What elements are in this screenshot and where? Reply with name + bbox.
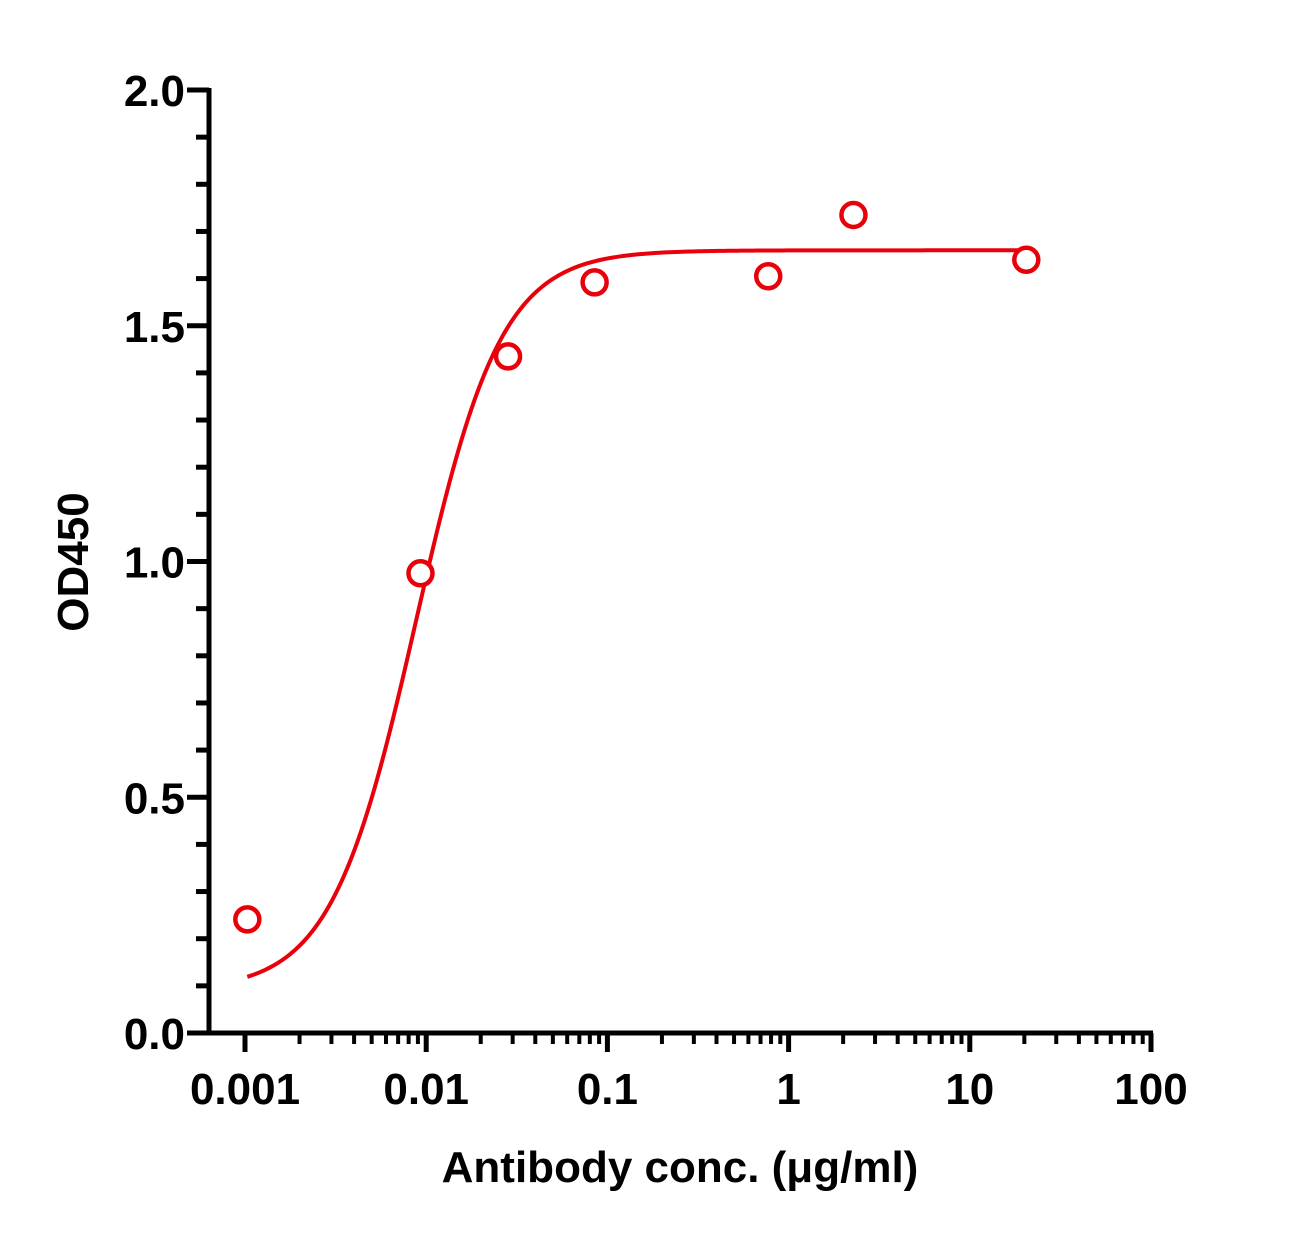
y-tick-label: 2.0 bbox=[124, 67, 185, 116]
data-points bbox=[233, 200, 1041, 934]
x-tick-label: 10 bbox=[945, 1065, 994, 1114]
fit-curve bbox=[246, 248, 1027, 979]
y-tick-label: 0.0 bbox=[124, 1010, 185, 1059]
x-axis: 0.001 0.01 0.1 1 10 100 bbox=[190, 1030, 1188, 1114]
x-tick-label: 0.001 bbox=[190, 1065, 300, 1114]
data-point bbox=[1012, 245, 1041, 274]
y-tick-label: 0.5 bbox=[124, 774, 185, 823]
data-point bbox=[493, 342, 523, 371]
x-axis-title: Antibody conc. (μg/ml) bbox=[442, 1143, 919, 1192]
y-axis: 0.0 0.5 1.0 1.5 2.0 bbox=[124, 67, 212, 1059]
y-tick-label: 1.5 bbox=[124, 303, 185, 352]
data-point bbox=[753, 261, 783, 291]
x-tick-label: 1 bbox=[776, 1065, 800, 1114]
x-tick-label: 0.01 bbox=[383, 1065, 469, 1114]
data-point bbox=[580, 268, 609, 297]
data-point bbox=[839, 200, 868, 230]
data-point bbox=[406, 559, 435, 588]
x-tick-label: 0.1 bbox=[577, 1065, 638, 1114]
plot-area bbox=[233, 200, 1041, 979]
x-tick-label: 100 bbox=[1114, 1065, 1187, 1114]
y-axis-title: OD450 bbox=[49, 492, 98, 631]
y-tick-label: 1.0 bbox=[124, 539, 185, 588]
data-point bbox=[233, 905, 262, 934]
